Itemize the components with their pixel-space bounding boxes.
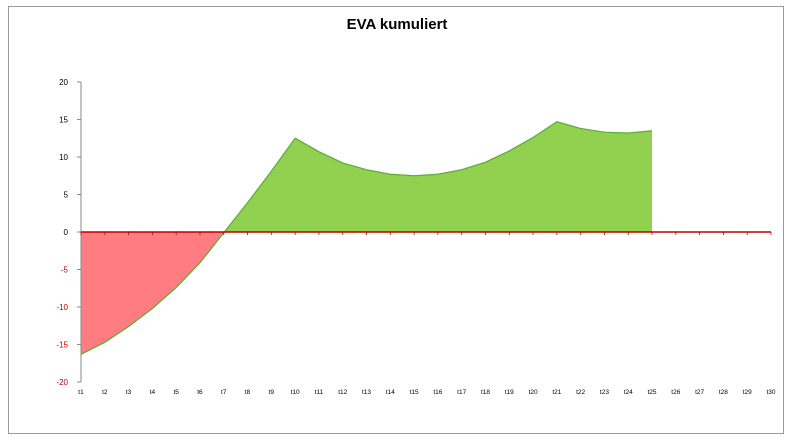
x-tick-label: t10 bbox=[291, 389, 300, 396]
x-tick-label: t19 bbox=[505, 389, 514, 396]
x-tick-label: t23 bbox=[600, 389, 609, 396]
x-tick-label: t26 bbox=[671, 389, 680, 396]
x-tick-label: t15 bbox=[410, 389, 419, 396]
x-tick-label: t5 bbox=[173, 389, 179, 396]
x-tick-label: t8 bbox=[245, 389, 251, 396]
x-tick-label: t6 bbox=[197, 389, 203, 396]
x-tick-label: t7 bbox=[221, 389, 227, 396]
x-tick-label: t24 bbox=[624, 389, 633, 396]
y-tick-label: -10 bbox=[56, 303, 68, 312]
positive-area bbox=[224, 121, 653, 232]
x-tick-label: t2 bbox=[102, 389, 108, 396]
y-tick-label: 5 bbox=[64, 191, 69, 200]
y-tick-label: -20 bbox=[56, 378, 68, 387]
x-tick-label: t11 bbox=[315, 389, 324, 396]
x-tick-label: t27 bbox=[695, 389, 704, 396]
x-tick-label: t9 bbox=[269, 389, 275, 396]
x-tick-label: t25 bbox=[648, 389, 657, 396]
x-tick-label: t12 bbox=[338, 389, 347, 396]
y-tick-label: -15 bbox=[56, 341, 68, 350]
x-tick-label: t3 bbox=[126, 389, 132, 396]
x-tick-label: t20 bbox=[529, 389, 538, 396]
x-tick-label: t14 bbox=[386, 389, 395, 396]
x-tick-label: t30 bbox=[766, 389, 775, 396]
x-tick-label: t13 bbox=[362, 389, 371, 396]
chart-title: EVA kumuliert bbox=[346, 16, 448, 33]
y-tick-label: 15 bbox=[59, 116, 68, 125]
x-tick-label: t4 bbox=[150, 389, 156, 396]
y-tick-label: -5 bbox=[61, 266, 69, 275]
x-tick-label: t29 bbox=[743, 389, 752, 396]
x-tick-label: t18 bbox=[481, 389, 490, 396]
negative-area bbox=[81, 232, 225, 355]
x-tick-label: t22 bbox=[576, 389, 585, 396]
x-tick-label: t1 bbox=[78, 389, 84, 396]
series-line bbox=[80, 121, 653, 355]
y-tick-label: 20 bbox=[59, 78, 68, 87]
x-tick-label: t28 bbox=[719, 389, 728, 396]
x-tick-label: t21 bbox=[552, 389, 561, 396]
x-tick-label: t16 bbox=[433, 389, 442, 396]
x-tick-label: t17 bbox=[457, 389, 466, 396]
y-tick-label: 10 bbox=[59, 153, 68, 162]
y-tick-label: 0 bbox=[64, 228, 69, 237]
